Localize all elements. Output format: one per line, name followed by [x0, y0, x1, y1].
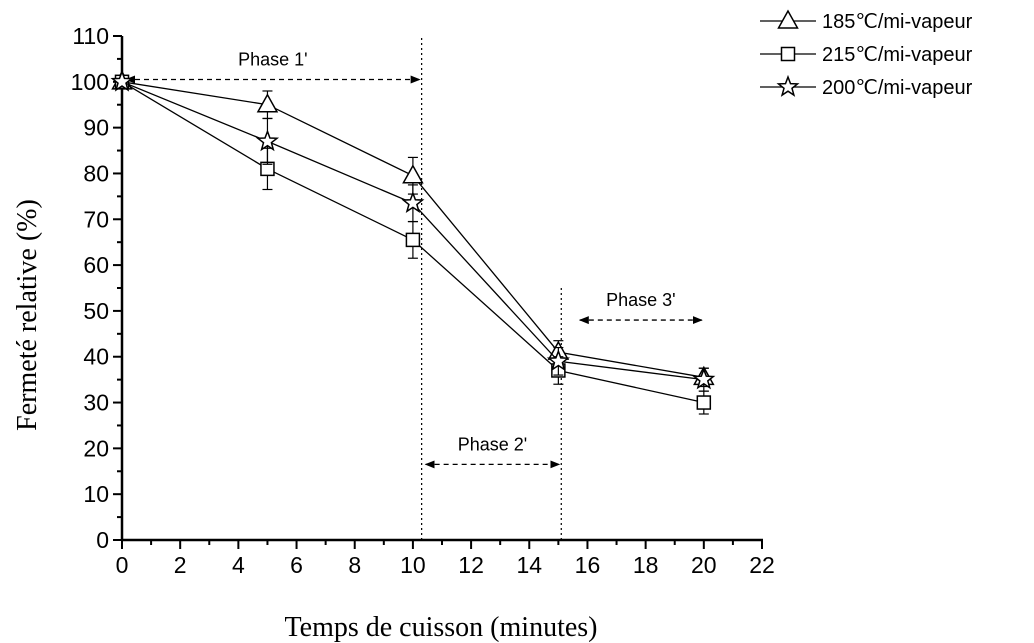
- x-tick-label: 14: [516, 552, 542, 578]
- series-layer: [110, 69, 716, 415]
- data-point-star: [401, 191, 425, 214]
- y-tick-label: 70: [83, 206, 109, 232]
- y-tick-label: 110: [72, 23, 109, 49]
- y-tick-label: 30: [83, 390, 109, 416]
- legend-item: 200℃/mi-vapeur: [760, 74, 973, 99]
- data-point-square: [696, 395, 712, 410]
- y-tick-label: 40: [83, 344, 109, 370]
- x-tick-label: 10: [400, 552, 426, 578]
- y-tick-label: 50: [83, 298, 109, 324]
- x-tick-label: 4: [232, 552, 245, 578]
- x-tick-label: 8: [348, 552, 361, 578]
- axes: 0 2 4 6 8 10 12 14 16 18 20 22 0 10 20 30 40 50 60 70 80 90 10…: [71, 23, 775, 578]
- x-tick-label: 12: [458, 552, 484, 578]
- legend: 185℃/mi-vapeur 215℃/mi-vapeur 200℃/mi-vape…: [760, 9, 973, 99]
- data-point-square: [405, 232, 421, 248]
- y-tick-label: 60: [83, 252, 109, 278]
- y-tick-label: 10: [83, 481, 109, 507]
- legend-marker-star: [776, 74, 800, 97]
- legend-label: 200℃/mi-vapeur: [822, 77, 973, 99]
- data-point-triangle: [402, 164, 424, 184]
- phase-label: Phase 3': [606, 290, 676, 310]
- y-tick-label: 0: [96, 527, 109, 553]
- legend-label: 185℃/mi-vapeur: [822, 11, 973, 33]
- legend-marker-triangle: [777, 9, 799, 29]
- y-tick-label: 100: [71, 69, 109, 95]
- y-tick-label: 20: [83, 435, 109, 461]
- x-tick-label: 2: [174, 552, 187, 578]
- legend-marker-square: [780, 46, 796, 62]
- legend-item: 215℃/mi-vapeur: [760, 44, 973, 66]
- data-point-star: [546, 349, 570, 372]
- y-tick-label: 80: [83, 160, 109, 186]
- data-point-triangle: [256, 93, 279, 113]
- guides: Phase 1' Phase 2' Phase 3': [125, 36, 703, 540]
- x-tick-label: 20: [691, 552, 717, 578]
- legend-item: 185℃/mi-vapeur: [760, 9, 973, 33]
- data-point-star: [692, 367, 716, 390]
- data-point-star: [255, 129, 280, 152]
- x-tick-label: 16: [575, 552, 601, 578]
- x-tick-label: 0: [116, 552, 129, 578]
- data-point-star: [110, 69, 134, 92]
- x-tick-label: 22: [749, 552, 775, 578]
- phase-label: Phase 1': [238, 50, 308, 70]
- x-tick-label: 18: [633, 552, 659, 578]
- x-tick-label: 6: [290, 552, 303, 578]
- phase-label: Phase 2': [458, 434, 528, 454]
- y-axis-title: Fermeté relative (%): [12, 199, 43, 431]
- x-axis-title: Temps de cuisson (minutes): [285, 612, 598, 643]
- legend-label: 215℃/mi-vapeur: [822, 44, 973, 66]
- y-tick-label: 90: [83, 115, 109, 141]
- series-star: [110, 69, 716, 392]
